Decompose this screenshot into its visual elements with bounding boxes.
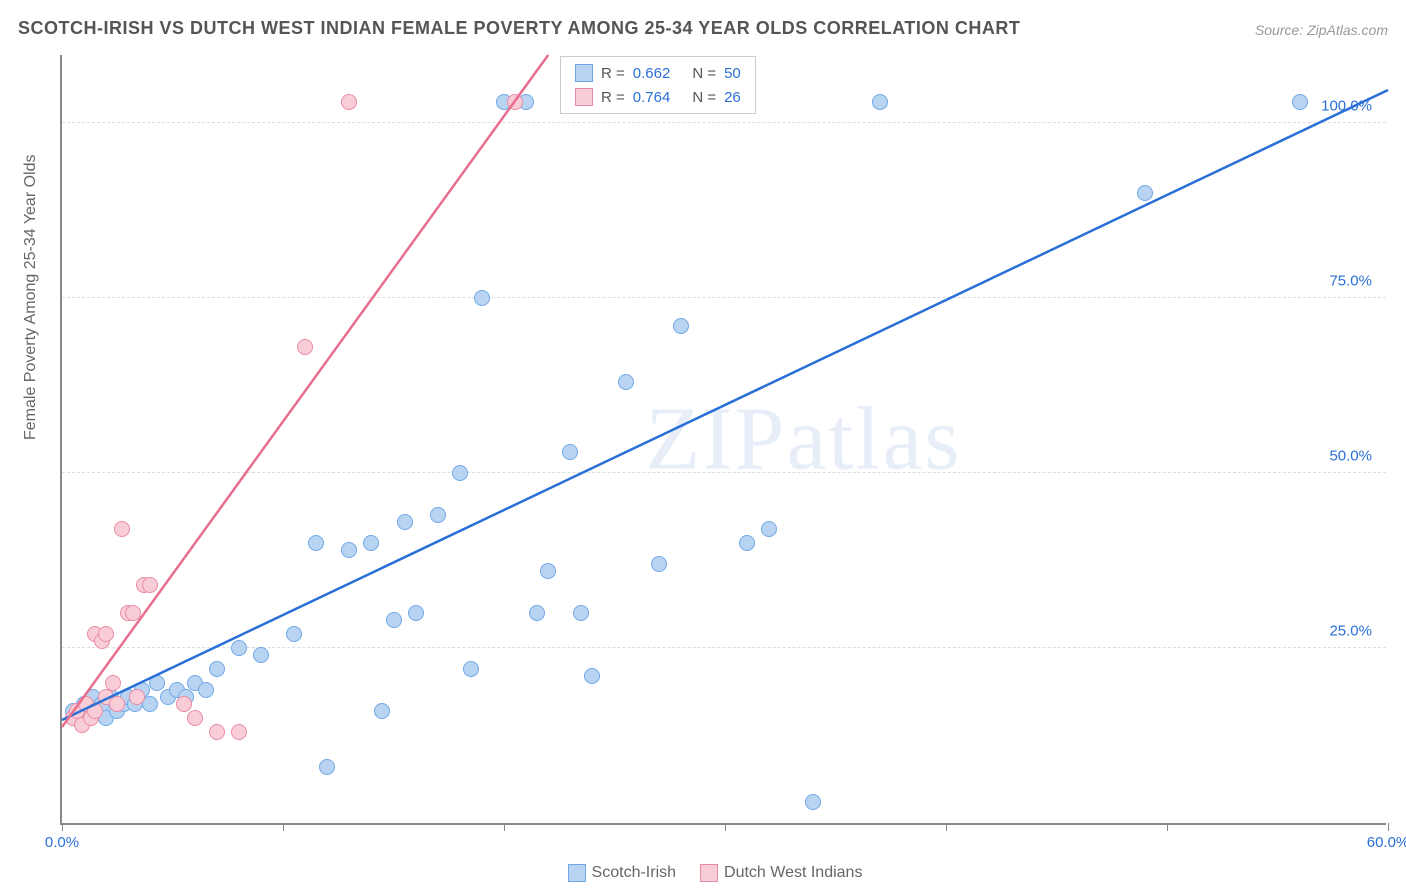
data-point — [125, 605, 141, 621]
data-point — [209, 724, 225, 740]
trend-line-dutch-west-indians — [62, 55, 548, 727]
x-tick — [504, 823, 505, 831]
trend-line-scotch-irish — [62, 90, 1388, 720]
data-point — [618, 374, 634, 390]
data-point — [1292, 94, 1308, 110]
data-point — [253, 647, 269, 663]
legend-r-value: 0.764 — [633, 89, 671, 106]
x-tick-label: 0.0% — [45, 834, 79, 851]
data-point — [149, 675, 165, 691]
watermark: ZIPatlas — [645, 388, 961, 491]
data-point — [341, 542, 357, 558]
data-point — [430, 507, 446, 523]
legend-series: Scotch-Irish Dutch West Indians — [0, 864, 1406, 882]
chart-title: SCOTCH-IRISH VS DUTCH WEST INDIAN FEMALE… — [18, 18, 1020, 39]
data-point — [231, 640, 247, 656]
data-point — [114, 521, 130, 537]
gridline-h — [62, 297, 1386, 298]
trend-lines — [62, 55, 1388, 825]
data-point — [562, 444, 578, 460]
gridline-h — [62, 472, 1386, 473]
data-point — [386, 612, 402, 628]
plot-area: ZIPatlas 25.0%50.0%75.0%100.0%0.0%60.0% — [60, 55, 1386, 825]
data-point — [87, 703, 103, 719]
y-tick-label: 25.0% — [1329, 623, 1372, 640]
data-point — [308, 535, 324, 551]
y-tick-label: 50.0% — [1329, 448, 1372, 465]
legend-row: R = 0.764 N = 26 — [561, 85, 755, 109]
source-attribution: Source: ZipAtlas.com — [1255, 22, 1388, 38]
data-point — [408, 605, 424, 621]
data-point — [319, 759, 335, 775]
data-point — [673, 318, 689, 334]
legend-swatch — [575, 88, 593, 106]
legend-swatch — [575, 64, 593, 82]
data-point — [98, 626, 114, 642]
data-point — [286, 626, 302, 642]
legend-n-label: N = — [692, 65, 716, 82]
x-tick — [62, 823, 63, 831]
data-point — [474, 290, 490, 306]
data-point — [540, 563, 556, 579]
data-point — [872, 94, 888, 110]
legend-n-label: N = — [692, 89, 716, 106]
y-tick-label: 75.0% — [1329, 273, 1372, 290]
data-point — [584, 668, 600, 684]
y-tick-label: 100.0% — [1321, 98, 1372, 115]
data-point — [397, 514, 413, 530]
data-point — [374, 703, 390, 719]
data-point — [142, 577, 158, 593]
data-point — [105, 675, 121, 691]
legend-correlation-box: R = 0.662 N = 50 R = 0.764 N = 26 — [560, 56, 756, 114]
y-axis-label: Female Poverty Among 25-34 Year Olds — [22, 155, 40, 441]
legend-row: R = 0.662 N = 50 — [561, 61, 755, 85]
data-point — [129, 689, 145, 705]
data-point — [176, 696, 192, 712]
data-point — [109, 696, 125, 712]
data-point — [739, 535, 755, 551]
data-point — [805, 794, 821, 810]
x-tick — [725, 823, 726, 831]
x-tick — [283, 823, 284, 831]
legend-r-label: R = — [601, 89, 625, 106]
data-point — [761, 521, 777, 537]
x-tick-label: 60.0% — [1367, 834, 1406, 851]
x-tick — [1388, 823, 1389, 831]
legend-r-label: R = — [601, 65, 625, 82]
data-point — [297, 339, 313, 355]
x-tick — [1167, 823, 1168, 831]
gridline-h — [62, 122, 1386, 123]
legend-swatch — [700, 864, 718, 882]
data-point — [463, 661, 479, 677]
legend-n-value: 50 — [724, 65, 741, 82]
data-point — [209, 661, 225, 677]
data-point — [1137, 185, 1153, 201]
legend-swatch — [568, 864, 586, 882]
data-point — [651, 556, 667, 572]
legend-series-label: Scotch-Irish — [592, 864, 676, 881]
data-point — [231, 724, 247, 740]
x-tick — [946, 823, 947, 831]
legend-r-value: 0.662 — [633, 65, 671, 82]
data-point — [573, 605, 589, 621]
data-point — [363, 535, 379, 551]
legend-n-value: 26 — [724, 89, 741, 106]
data-point — [529, 605, 545, 621]
data-point — [452, 465, 468, 481]
data-point — [187, 710, 203, 726]
legend-series-label: Dutch West Indians — [724, 864, 862, 881]
data-point — [198, 682, 214, 698]
data-point — [341, 94, 357, 110]
data-point — [507, 94, 523, 110]
